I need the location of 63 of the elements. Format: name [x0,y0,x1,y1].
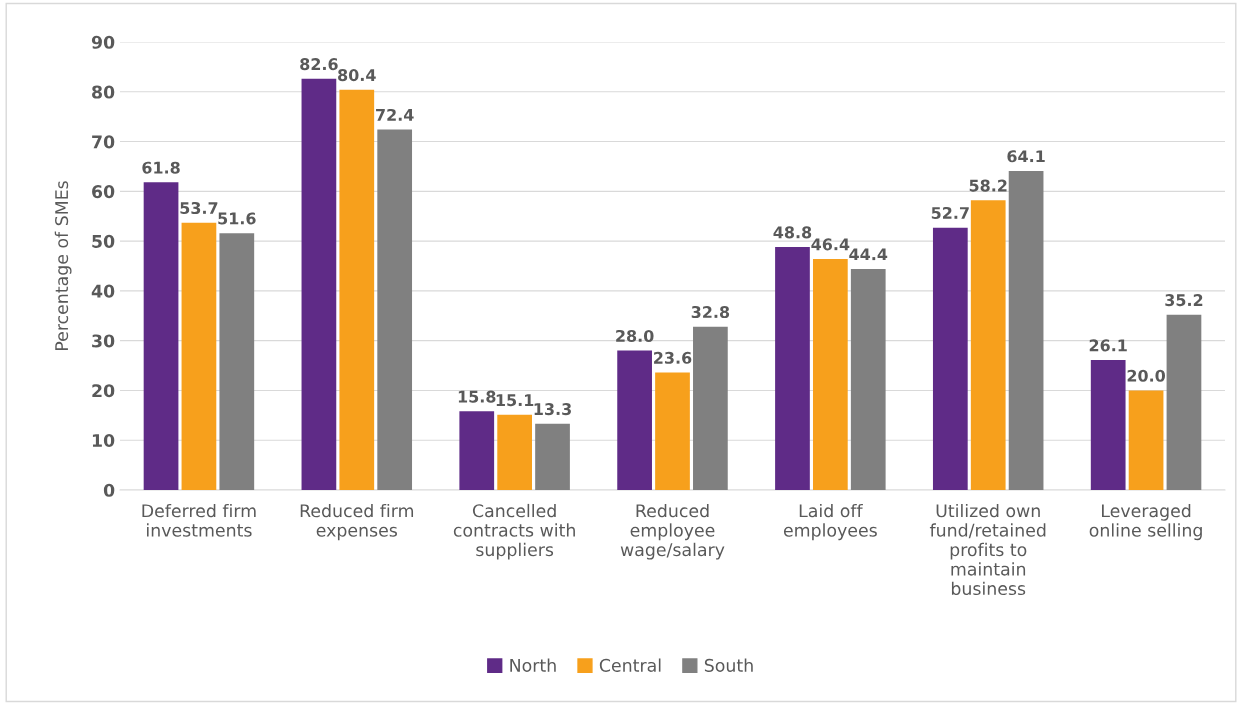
data-label: 13.3 [534,403,571,416]
data-label: 32.8 [691,306,730,319]
bar [655,372,690,490]
bar [1166,314,1202,490]
data-label: 44.4 [849,248,888,261]
y-tick-label: 50 [92,234,115,248]
data-label: 48.8 [773,226,812,239]
bar [497,414,533,490]
data-label: 28.0 [616,329,654,342]
data-label: 51.6 [218,212,256,225]
y-tick-label: 20 [92,384,115,398]
bar [617,350,652,490]
bar [143,182,179,490]
x-tick-label: Leveraged online selling [1089,503,1202,541]
bar [850,268,886,490]
y-tick-label: 70 [92,135,115,149]
y-axis-title: Percentage of SMEs [54,181,72,351]
data-label: 80.4 [338,69,376,82]
bar [377,129,413,490]
legend-label: South [704,658,753,672]
data-label: 20.0 [1127,369,1166,382]
bar [693,326,728,490]
data-label: 58.2 [969,179,1007,192]
data-label: 46.4 [811,238,850,251]
y-tick-label: 0 [103,483,115,497]
y-tick-label: 80 [92,85,115,99]
data-label: 15.8 [458,390,496,403]
bar [339,89,375,490]
bar [812,259,848,490]
data-label: 52.7 [931,206,969,220]
legend-label: North [510,658,556,672]
bar [1128,390,1164,490]
data-label: 53.7 [180,201,218,215]
bar [1008,170,1044,490]
y-tick-label: 90 [91,35,115,49]
data-label: 23.6 [654,351,692,364]
x-tick-label: Deferred firm investments [142,503,256,537]
y-tick-label: 10 [92,433,115,448]
data-label: 26.1 [1089,339,1127,352]
x-tick-label: Utilized own fund/retained profits to maintain business [929,503,1046,596]
data-label: 15.1 [496,394,534,407]
y-tick-label: 30 [92,334,115,348]
legend-label: Central [599,658,661,672]
data-label: 35.2 [1165,294,1203,307]
x-tick-label: Reduced firm expenses [300,503,414,541]
bar [932,227,968,490]
bar [219,233,255,490]
bar [1090,360,1126,490]
data-label: 64.1 [1007,150,1045,163]
bar [775,247,810,490]
bar [535,423,570,490]
bar [459,411,495,490]
bar [301,78,337,490]
data-label: 61.8 [142,161,180,174]
x-tick-label: Reduced employee wage/salary [620,503,725,560]
bar [970,200,1006,490]
bar [181,222,217,490]
x-tick-label: Laid off employees [783,503,877,541]
y-tick-label: 40 [91,284,115,298]
y-tick-label: 60 [92,185,115,199]
data-label: 82.6 [300,58,338,71]
data-label: 72.4 [376,108,414,121]
x-tick-label: Cancelled contracts with suppliers [453,503,575,560]
